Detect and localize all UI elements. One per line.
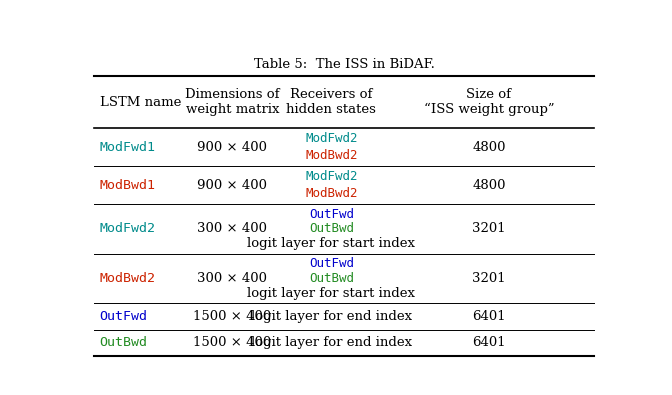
Text: OutFwd: OutFwd [309,208,354,221]
Text: 4800: 4800 [472,179,505,192]
Text: ModBwd2: ModBwd2 [99,272,156,285]
Text: 6401: 6401 [472,310,506,323]
Text: Receivers of
hidden states: Receivers of hidden states [286,88,376,116]
Text: OutFwd: OutFwd [99,310,148,323]
Text: Table 5:  The ISS in BiDAF.: Table 5: The ISS in BiDAF. [254,58,435,71]
Text: ModBwd2: ModBwd2 [305,186,358,199]
Text: OutBwd: OutBwd [99,337,148,350]
Text: 300 × 400: 300 × 400 [198,222,267,235]
Text: OutBwd: OutBwd [309,272,354,285]
Text: logit layer for start index: logit layer for start index [247,237,415,250]
Text: logit layer for end index: logit layer for end index [251,310,412,323]
Text: logit layer for start index: logit layer for start index [247,286,415,299]
Text: ModFwd1: ModFwd1 [99,141,156,154]
Text: OutBwd: OutBwd [309,222,354,235]
Text: 1500 × 400: 1500 × 400 [194,337,271,350]
Text: 900 × 400: 900 × 400 [198,179,267,192]
Text: 4800: 4800 [472,141,505,154]
Text: ModBwd1: ModBwd1 [99,179,156,192]
Text: 300 × 400: 300 × 400 [198,272,267,285]
Text: LSTM name: LSTM name [99,96,181,109]
Text: OutFwd: OutFwd [309,257,354,270]
Text: Dimensions of
weight matrix: Dimensions of weight matrix [185,88,280,116]
Text: ModFwd2: ModFwd2 [305,132,358,145]
Text: logit layer for end index: logit layer for end index [251,337,412,350]
Text: 6401: 6401 [472,337,506,350]
Text: ModBwd2: ModBwd2 [305,149,358,162]
Text: 3201: 3201 [472,222,506,235]
Text: 3201: 3201 [472,272,506,285]
Text: ModFwd2: ModFwd2 [99,222,156,235]
Text: ModFwd2: ModFwd2 [305,171,358,184]
Text: 900 × 400: 900 × 400 [198,141,267,154]
Text: 1500 × 400: 1500 × 400 [194,310,271,323]
Text: Size of
“ISS weight group”: Size of “ISS weight group” [423,88,554,116]
